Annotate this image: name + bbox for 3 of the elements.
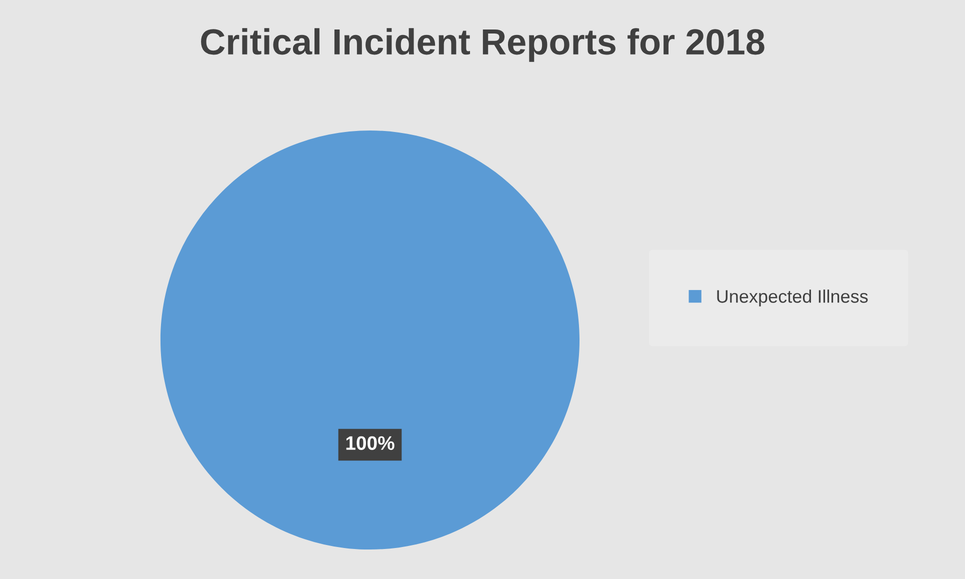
chart-title: Critical Incident Reports for 2018: [201, 28, 764, 62]
data-label: 100%: [346, 436, 394, 450]
legend-label: Unexpected Illness: [717, 290, 868, 306]
